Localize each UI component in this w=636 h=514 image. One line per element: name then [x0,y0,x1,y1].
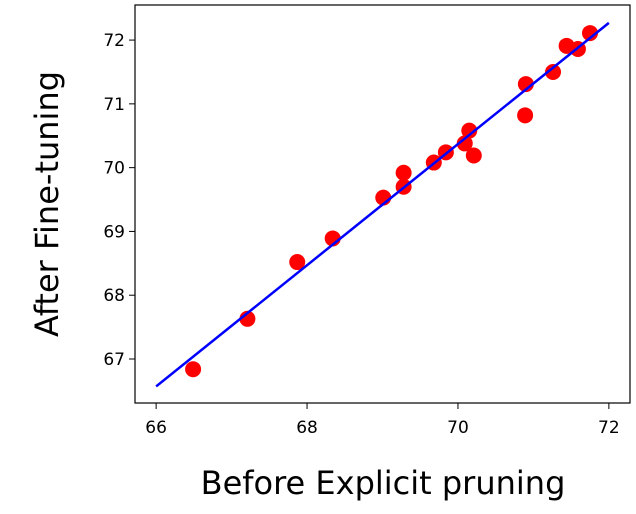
point [395,164,412,181]
y-tick-label: 67 [103,350,125,370]
point [517,76,534,93]
x-tick-label: 72 [598,418,620,438]
point [185,361,202,378]
x-tick-label: 70 [447,418,469,438]
fit-line [155,21,610,388]
x-tick-label: 66 [145,418,167,438]
y-axis-label: After Fine-tuning [28,71,66,337]
point [545,63,562,80]
y-tick-label: 68 [103,286,125,306]
point [582,25,599,42]
plot-frame [134,4,631,404]
y-tick-label: 69 [103,222,125,242]
point [289,254,306,271]
point [517,107,534,124]
point [465,147,482,164]
y-tick-label: 70 [103,159,125,179]
y-tick-label: 71 [103,95,125,115]
point [456,135,473,152]
y-tick-label: 72 [103,31,125,51]
x-tick-label: 68 [296,418,318,438]
x-axis-label: Before Explicit pruning [201,464,566,502]
point [461,122,478,139]
